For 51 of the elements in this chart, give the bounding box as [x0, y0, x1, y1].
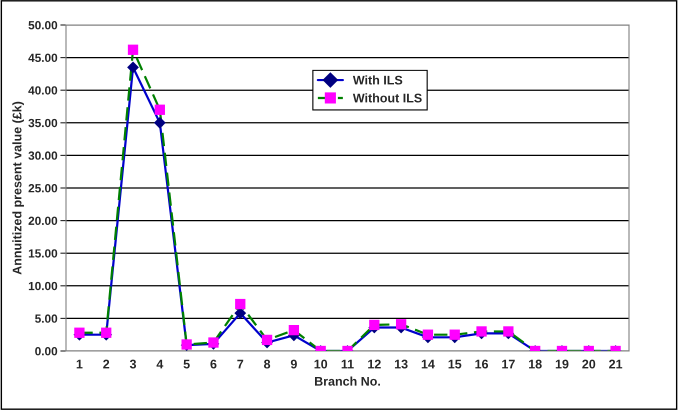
y-tick-label: 20.00 — [28, 216, 58, 225]
point — [235, 298, 246, 310]
point — [450, 330, 460, 340]
x-tick-label: 21 — [609, 360, 622, 368]
y-tick-label: 50.00 — [28, 21, 58, 30]
x-tick-label: 20 — [582, 360, 596, 369]
x-tick-label: 8 — [264, 360, 270, 369]
x-tick-label: 17 — [502, 360, 515, 368]
y-tick-label: 10.00 — [28, 282, 58, 290]
point — [503, 326, 514, 337]
legend-label: Without ILS — [352, 93, 422, 102]
x-tick-label: 9 — [290, 360, 297, 369]
y-axis-title: Annuitized present value (£k) — [12, 102, 24, 275]
legend-label: With ILS — [352, 75, 402, 85]
x-tick-label: 12 — [368, 360, 381, 368]
y-tick-label: 40.00 — [28, 86, 58, 95]
y-tick-label: 25.00 — [28, 184, 58, 192]
point — [74, 328, 85, 338]
x-tick-label: 10 — [314, 360, 328, 369]
x-tick-label: 16 — [475, 360, 488, 369]
point — [288, 324, 300, 336]
y-tick-label: 35.00 — [28, 118, 58, 128]
x-tick-label: 3 — [130, 360, 136, 369]
point — [476, 326, 487, 337]
x-tick-label: 14 — [422, 360, 435, 368]
x-tick-label: 2 — [103, 360, 110, 368]
point — [369, 320, 380, 330]
x-tick-label: 4 — [156, 360, 164, 368]
x-axis-title: Branch No. — [315, 376, 380, 386]
x-tick-label: 15 — [448, 360, 462, 369]
y-tick-label: 5.00 — [35, 314, 58, 323]
y-tick-label: 15.00 — [28, 249, 58, 258]
point — [154, 104, 165, 115]
point — [422, 330, 434, 340]
point — [396, 319, 406, 330]
point — [101, 328, 112, 338]
x-tick-label: 11 — [342, 360, 354, 368]
x-tick-label: 5 — [184, 360, 190, 369]
x-tick-label: 19 — [556, 360, 568, 369]
point — [127, 61, 139, 74]
point — [262, 334, 272, 346]
x-tick-label: 7 — [237, 360, 244, 368]
y-tick-label: 45.00 — [28, 54, 58, 62]
x-tick-label: 18 — [529, 360, 542, 369]
y-tick-label: 30.00 — [28, 151, 58, 160]
point — [154, 116, 166, 129]
x-tick-label: 13 — [394, 360, 408, 369]
point — [128, 44, 138, 55]
y-tick-label: 0.00 — [35, 347, 58, 356]
x-tick-label: 6 — [210, 360, 216, 369]
x-tick-label: 1 — [76, 360, 83, 368]
